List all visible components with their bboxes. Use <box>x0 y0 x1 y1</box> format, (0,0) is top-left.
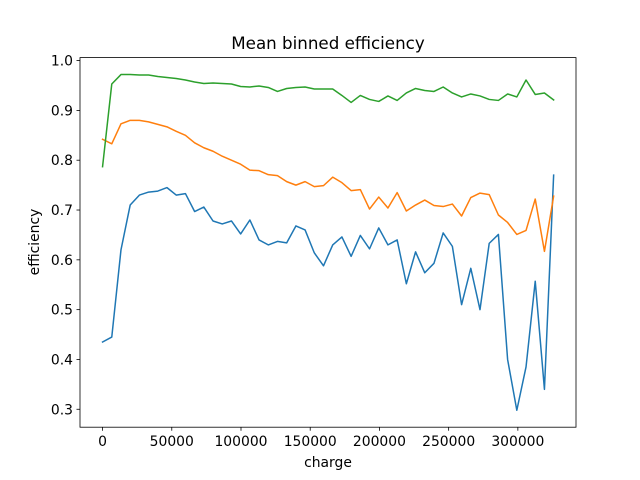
y-tick-label: 0.5 <box>51 303 73 319</box>
y-tick-label: 0.6 <box>51 253 73 269</box>
y-tick-label: 0.3 <box>51 402 73 418</box>
y-tick-label: 0.4 <box>51 352 73 368</box>
x-tick-label: 250000 <box>422 434 475 450</box>
x-tick-label: 50000 <box>150 434 194 450</box>
x-axis-label: charge <box>304 455 352 471</box>
data-line <box>101 119 555 253</box>
x-tick-label: 0 <box>98 434 107 450</box>
plot-frame <box>79 57 577 428</box>
data-line <box>101 174 555 412</box>
x-tick-label: 100000 <box>214 434 267 450</box>
y-tick-label: 1.0 <box>51 54 73 70</box>
y-tick-label: 0.9 <box>51 103 73 119</box>
y-tick-label: 0.8 <box>51 153 73 169</box>
chart-title: Mean binned efficiency <box>231 33 425 53</box>
y-axis-label: efficiency <box>27 209 43 276</box>
x-tick-label: 200000 <box>353 434 406 450</box>
y-tick-label: 0.7 <box>51 203 73 219</box>
x-tick-label: 300000 <box>491 434 544 450</box>
data-line <box>101 73 555 168</box>
x-tick-label: 150000 <box>284 434 337 450</box>
